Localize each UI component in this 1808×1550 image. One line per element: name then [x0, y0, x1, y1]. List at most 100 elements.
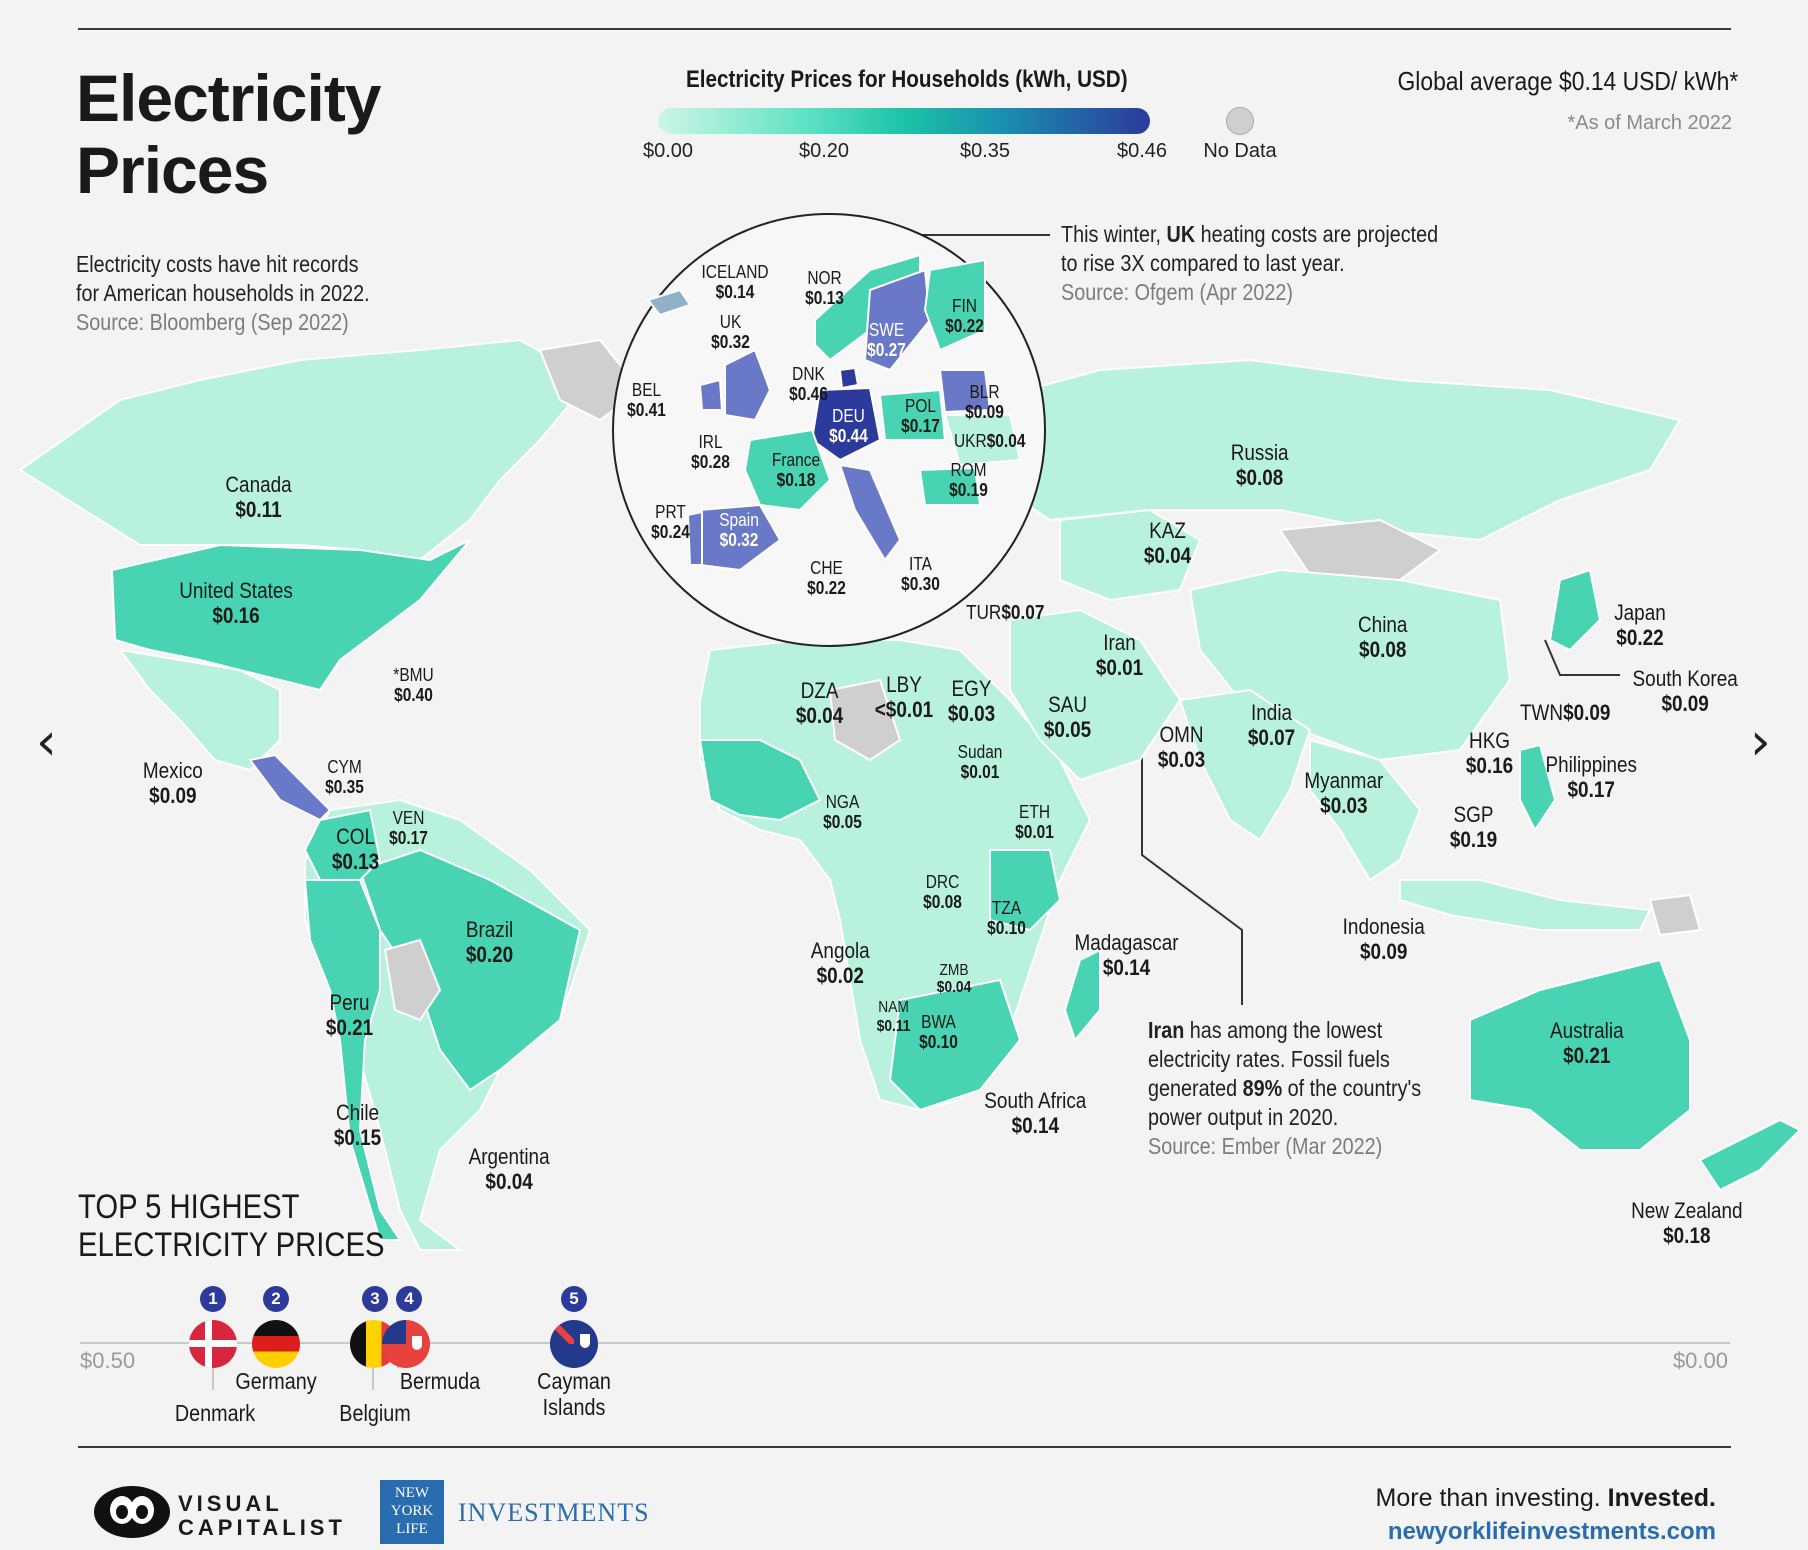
- philippines-shape: [1519, 743, 1557, 832]
- png-shape: [1648, 893, 1702, 937]
- label-col: COL $0.13: [332, 824, 379, 874]
- previous-arrow-icon[interactable]: ‹: [36, 712, 57, 772]
- country-name: Mexico: [142, 758, 203, 783]
- us-note-source: Source: Bloomberg (Sep 2022): [76, 309, 349, 335]
- country-name: India: [1251, 700, 1293, 725]
- label-skorea: South Korea $0.09: [1633, 666, 1738, 716]
- website-link[interactable]: newyorklifeinvestments.com: [1387, 1518, 1716, 1545]
- next-arrow-icon[interactable]: ›: [1750, 712, 1771, 772]
- country-name: Brazil: [465, 917, 514, 942]
- country-name: Philippines: [1545, 752, 1637, 777]
- iran-note-line: electricity rates. Fossil fuels: [1148, 1046, 1390, 1072]
- country-price: $0.09: [965, 402, 1004, 422]
- newzealand-shape: [1698, 1118, 1802, 1192]
- cayman-flag-icon: [550, 1320, 598, 1368]
- label-eth: ETH $0.01: [1015, 802, 1054, 842]
- country-name: United States: [179, 578, 293, 603]
- bermuda-flag-icon: [382, 1320, 430, 1368]
- country-price: $0.01: [960, 762, 1000, 782]
- west-africa-shape: [698, 739, 822, 822]
- legend-color-scale: [658, 108, 1150, 134]
- iran-note-source: Source: Ember (Mar 2022): [1148, 1133, 1383, 1159]
- label-cym: CYM $0.35: [325, 757, 364, 797]
- central-america-shape: [248, 753, 332, 822]
- label-tza: TZA $0.10: [987, 898, 1026, 938]
- country-name: South Africa: [984, 1088, 1087, 1113]
- romania-shape: [918, 466, 982, 506]
- label-rom: ROM $0.19: [949, 460, 988, 500]
- label-sau: SAU $0.05: [1044, 692, 1091, 742]
- label-hkg: HKG $0.16: [1466, 728, 1513, 778]
- country-name: ITA: [909, 554, 932, 574]
- label-nor: NOR $0.13: [805, 268, 844, 308]
- country-name: Indonesia: [1342, 914, 1425, 939]
- country-name: CHE: [810, 558, 843, 578]
- no-data-africa-shape: [828, 678, 902, 762]
- label-argentina: Argentina $0.04: [469, 1144, 550, 1194]
- country-name: ICELAND: [701, 262, 769, 282]
- country-name: NAM: [878, 999, 909, 1016]
- country-price: $0.19: [1449, 827, 1498, 852]
- country-price: $0.08: [1235, 465, 1284, 490]
- rank-badge: 2: [263, 1286, 289, 1312]
- madagascar-shape: [1063, 948, 1101, 1043]
- country-price: $0.04: [936, 979, 972, 996]
- country-price: $0.03: [1157, 747, 1206, 772]
- label-prt: PRT $0.24: [651, 502, 690, 542]
- label-drc: DRC $0.08: [923, 872, 962, 912]
- vc-line: CAPITALIST: [178, 1515, 346, 1540]
- label-iran: Iran $0.01: [1096, 630, 1143, 680]
- country-name: SWE: [868, 320, 905, 340]
- country-name: LBY: [886, 672, 922, 697]
- europe-inset-map: [646, 253, 1022, 572]
- label-egy: EGY $0.03: [948, 676, 995, 726]
- label-twn: TWN$0.09: [1520, 700, 1610, 726]
- russia-shape: [989, 358, 1682, 542]
- top5-country-name: Denmark: [174, 1400, 256, 1426]
- label-ukr: UKR$0.04: [954, 431, 1025, 452]
- top5-country-name: Germany: [235, 1368, 317, 1394]
- label-sgp: SGP $0.19: [1450, 802, 1497, 852]
- country-name: *BMU: [393, 665, 434, 685]
- label-ven: VEN $0.17: [389, 808, 428, 848]
- us-note-line: for American households in 2022.: [76, 280, 370, 306]
- page-title: Electricity Prices: [76, 61, 382, 207]
- page-title-text: Electricity Prices: [76, 61, 382, 207]
- country-price: $0.21: [1563, 1043, 1611, 1068]
- us-note: Electricity costs have hit records for A…: [76, 250, 370, 337]
- top5-title: TOP 5 HIGHEST ELECTRICITY PRICES: [78, 1188, 385, 1264]
- country-name: Argentina: [468, 1144, 550, 1169]
- country-price: $0.16: [212, 603, 260, 628]
- country-name: ETH: [1019, 802, 1050, 822]
- country-price: $0.22: [807, 578, 846, 598]
- iran-note-bold: 89%: [1242, 1075, 1283, 1101]
- country-price: $0.14: [1102, 955, 1151, 980]
- country-name: Chile: [335, 1100, 380, 1125]
- middle-east-shape: [1009, 608, 1182, 782]
- country-name: South Korea: [1632, 666, 1738, 691]
- label-nz: New Zealand $0.18: [1631, 1198, 1742, 1248]
- belarus-shape: [938, 369, 992, 414]
- label-ita: ITA $0.30: [901, 554, 940, 594]
- global-average: Global average $0.14 USD/ kWh*: [1397, 66, 1738, 96]
- nyl-logo-icon: [380, 1480, 444, 1544]
- country-price: $0.03: [947, 701, 996, 726]
- country-name: Myanmar: [1304, 768, 1384, 793]
- label-spain: Spain $0.32: [719, 510, 759, 550]
- country-price: $0.01: [1095, 655, 1144, 680]
- uk-note-line: to rise 3X compared to last year.: [1061, 250, 1345, 276]
- country-name: TWN: [1520, 700, 1564, 725]
- country-price: $0.35: [325, 777, 364, 797]
- country-price: $0.41: [627, 400, 666, 420]
- label-irl: IRL $0.28: [691, 432, 730, 472]
- country-price: $0.22: [945, 316, 984, 336]
- label-philippines: Philippines $0.17: [1545, 752, 1637, 802]
- no-data-swatch: [1226, 107, 1254, 135]
- country-price: $0.08: [1359, 637, 1407, 662]
- country-price: $0.01: [1015, 822, 1054, 842]
- country-name: Iran: [1103, 630, 1136, 655]
- portugal-shape: [686, 510, 703, 566]
- country-name: VEN: [392, 808, 425, 828]
- us-note-line: Electricity costs have hit records: [76, 251, 359, 277]
- legend-no-data-label: No Data: [1203, 140, 1277, 162]
